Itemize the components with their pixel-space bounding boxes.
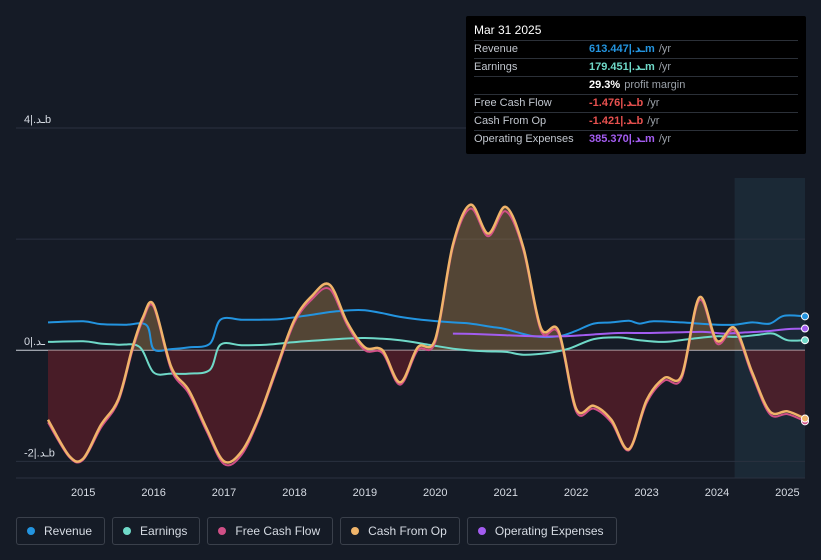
legend-dot-icon xyxy=(218,527,227,535)
tooltip-row-value: 613.447|.ـدm xyxy=(589,43,655,55)
tooltip-row-label: Cash From Op xyxy=(474,115,547,127)
y-tick-label: 0|.ـد xyxy=(24,336,46,348)
tooltip-row-unit: /yr xyxy=(658,133,672,145)
y-axis-labels: 4|.ـدb 0|.ـد -2|.ـدb xyxy=(24,114,55,459)
area-fills xyxy=(48,204,805,463)
x-tick-label: 2024 xyxy=(705,487,729,499)
operating-expenses-line xyxy=(452,327,806,338)
tooltip-row-unit: profit margin xyxy=(624,79,686,91)
tooltip-date: Mar 31 2025 xyxy=(474,23,542,37)
x-tick-label: 2019 xyxy=(353,487,377,499)
tooltip-row: Operating Expenses 385.370|.ـدm/yr xyxy=(474,130,798,148)
x-tick-label: 2018 xyxy=(282,487,306,499)
x-tick-label: 2020 xyxy=(423,487,447,499)
tooltip-row-label: Operating Expenses xyxy=(474,133,574,145)
tooltip-row-unit: /yr xyxy=(658,43,672,55)
tooltip-row: Free Cash Flow -1.476|.ـدb/yr xyxy=(474,94,798,112)
tooltip-row: 29.3% profit margin xyxy=(474,76,798,94)
revenue-line xyxy=(47,308,806,352)
x-tick-label: 2023 xyxy=(634,487,658,499)
x-tick-label: 2017 xyxy=(212,487,236,499)
y-tick-label: 4|.ـدb xyxy=(24,114,51,126)
tooltip-row-unit: /yr xyxy=(647,97,660,109)
tooltip-row-value: 179.451|.ـدm xyxy=(589,61,655,73)
legend: Revenue Earnings Free Cash Flow Cash From O… xyxy=(16,517,617,545)
legend-item-revenue[interactable]: Revenue xyxy=(16,517,106,545)
tooltip-row-label: Free Cash Flow xyxy=(474,97,552,109)
earnings-line xyxy=(47,332,806,376)
tooltip-row-value: -1.421|.ـدb xyxy=(589,115,644,127)
tooltip-row-label: Revenue xyxy=(474,43,519,55)
legend-label: Earnings xyxy=(140,524,188,538)
legend-item-free-cash-flow[interactable]: Free Cash Flow xyxy=(207,517,334,545)
x-tick-label: 2015 xyxy=(71,487,95,499)
cash-from-op-line xyxy=(46,203,806,464)
revenue-endpoint xyxy=(801,312,809,321)
legend-label: Revenue xyxy=(44,524,93,538)
legend-item-earnings[interactable]: Earnings xyxy=(112,517,201,545)
tooltip-row-unit: /yr xyxy=(658,61,672,73)
legend-label: Operating Expenses xyxy=(494,524,604,538)
legend-dot-icon xyxy=(123,527,132,535)
legend-item-cash-from-op[interactable]: Cash From Op xyxy=(340,517,460,545)
earnings-endpoint xyxy=(801,336,809,345)
cash-from-op-endpoint xyxy=(801,414,809,423)
legend-label: Free Cash Flow xyxy=(235,524,321,538)
tooltip-row-value: 29.3% xyxy=(589,79,621,91)
x-tick-label: 2021 xyxy=(493,487,517,499)
legend-label: Cash From Op xyxy=(368,524,447,538)
x-axis-labels: 2015 2016 2017 2018 2019 2020 2021 2022 2023 2024… xyxy=(71,487,800,499)
cash-from-op-positive-area xyxy=(48,204,805,351)
legend-dot-icon xyxy=(477,527,486,535)
x-tick-label: 2025 xyxy=(775,487,799,499)
series-endpoints xyxy=(801,312,809,426)
series-lines xyxy=(46,203,806,467)
tooltip-rows: Revenue 613.447|.ـدm/yr Earnings 179.451|.ـ… xyxy=(474,40,798,148)
tooltip-panel: Mar 31 2025 Revenue 613.447|.ـدm/yr Earnin… xyxy=(466,16,806,154)
x-tick-label: 2022 xyxy=(564,487,588,499)
y-tick-label: -2|.ـدb xyxy=(24,447,55,459)
gridlines xyxy=(16,127,805,479)
tooltip-row: Revenue 613.447|.ـدm/yr xyxy=(474,40,798,58)
tooltip-row: Earnings 179.451|.ـدm/yr xyxy=(474,58,798,76)
tooltip-row-unit: /yr xyxy=(647,115,660,127)
legend-item-operating-expenses[interactable]: Operating Expenses xyxy=(466,517,617,545)
legend-dot-icon xyxy=(351,527,360,535)
x-tick-label: 2016 xyxy=(141,487,165,499)
legend-dot-icon xyxy=(27,527,35,535)
tooltip-row-value: 385.370|.ـدm xyxy=(589,133,655,145)
operating-expenses-endpoint xyxy=(801,324,809,333)
tooltip-row: Cash From Op -1.421|.ـدb/yr xyxy=(474,112,798,130)
tooltip-row-label xyxy=(474,77,589,94)
tooltip-row-value: -1.476|.ـدb xyxy=(589,97,644,109)
cash-from-op-negative-area xyxy=(48,350,805,463)
tooltip-row-label: Earnings xyxy=(474,61,518,73)
